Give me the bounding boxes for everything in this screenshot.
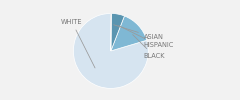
Text: ASIAN: ASIAN: [114, 25, 164, 40]
Wedge shape: [111, 16, 147, 51]
Wedge shape: [111, 13, 124, 51]
Text: WHITE: WHITE: [61, 19, 95, 68]
Wedge shape: [73, 13, 148, 88]
Text: HISPANIC: HISPANIC: [119, 26, 174, 48]
Text: BLACK: BLACK: [133, 35, 165, 59]
